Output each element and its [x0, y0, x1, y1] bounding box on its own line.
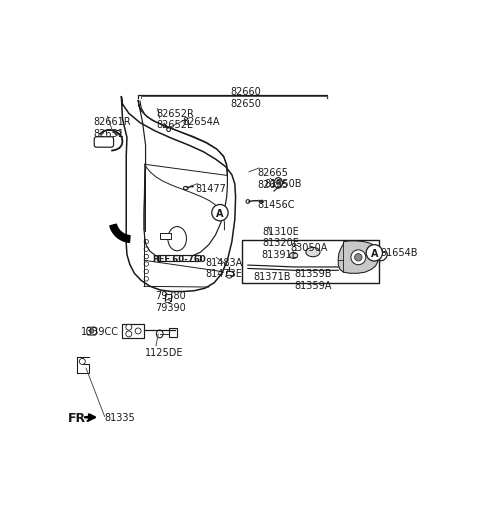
- Ellipse shape: [227, 275, 232, 278]
- Text: 81335: 81335: [104, 412, 135, 422]
- Ellipse shape: [276, 181, 280, 186]
- Text: A: A: [216, 208, 224, 218]
- Text: 81391E: 81391E: [262, 249, 299, 260]
- Circle shape: [355, 254, 362, 262]
- Ellipse shape: [289, 253, 298, 259]
- FancyBboxPatch shape: [94, 137, 114, 148]
- Ellipse shape: [165, 300, 170, 303]
- Ellipse shape: [274, 178, 282, 189]
- Circle shape: [144, 247, 148, 252]
- Text: 82661R
82651: 82661R 82651: [94, 117, 131, 138]
- Text: 1339CC: 1339CC: [81, 327, 119, 337]
- Polygon shape: [110, 224, 130, 243]
- Circle shape: [79, 359, 85, 365]
- Text: 81456C: 81456C: [257, 200, 295, 210]
- Ellipse shape: [261, 201, 264, 204]
- Ellipse shape: [115, 131, 120, 135]
- Polygon shape: [77, 357, 89, 373]
- Circle shape: [144, 240, 148, 244]
- Polygon shape: [87, 328, 96, 335]
- Ellipse shape: [191, 186, 194, 188]
- Bar: [168, 328, 177, 338]
- Circle shape: [144, 255, 148, 259]
- Ellipse shape: [167, 128, 170, 132]
- Text: 79380
79390: 79380 79390: [155, 291, 186, 312]
- Circle shape: [126, 331, 132, 337]
- Bar: [226, 272, 233, 275]
- Circle shape: [126, 325, 132, 330]
- Text: 81483A
81473E: 81483A 81473E: [205, 257, 242, 278]
- Circle shape: [144, 262, 148, 267]
- Text: 81359B
81359A: 81359B 81359A: [294, 269, 332, 291]
- Text: REF.60-760: REF.60-760: [152, 254, 205, 263]
- Bar: [165, 295, 171, 302]
- Ellipse shape: [183, 187, 188, 190]
- Ellipse shape: [306, 248, 320, 257]
- Text: 81371B: 81371B: [253, 271, 291, 281]
- Text: 81477: 81477: [196, 184, 227, 193]
- Circle shape: [89, 329, 94, 333]
- Circle shape: [144, 270, 148, 274]
- Text: 82660
82650: 82660 82650: [230, 87, 262, 108]
- Ellipse shape: [168, 227, 186, 251]
- Ellipse shape: [246, 200, 250, 204]
- Text: 1125DE: 1125DE: [145, 347, 183, 357]
- Circle shape: [212, 205, 228, 221]
- Circle shape: [351, 250, 366, 265]
- Text: FR.: FR.: [67, 411, 91, 424]
- Text: 83050A: 83050A: [290, 243, 327, 253]
- Polygon shape: [338, 241, 378, 274]
- Bar: [160, 233, 171, 239]
- Text: 82654A: 82654A: [183, 117, 220, 127]
- Circle shape: [135, 328, 141, 334]
- Bar: [158, 255, 200, 262]
- Ellipse shape: [156, 330, 163, 338]
- Text: 82665
82655: 82665 82655: [257, 168, 288, 189]
- Polygon shape: [122, 325, 144, 338]
- Text: 91654B: 91654B: [380, 247, 418, 258]
- Circle shape: [144, 277, 148, 281]
- Circle shape: [366, 245, 383, 262]
- Text: 82652R
82652L: 82652R 82652L: [156, 108, 194, 130]
- Text: 81310E
81320E: 81310E 81320E: [263, 226, 300, 248]
- Bar: [242, 240, 379, 283]
- Text: 81350B: 81350B: [264, 179, 302, 189]
- Text: A: A: [371, 248, 378, 259]
